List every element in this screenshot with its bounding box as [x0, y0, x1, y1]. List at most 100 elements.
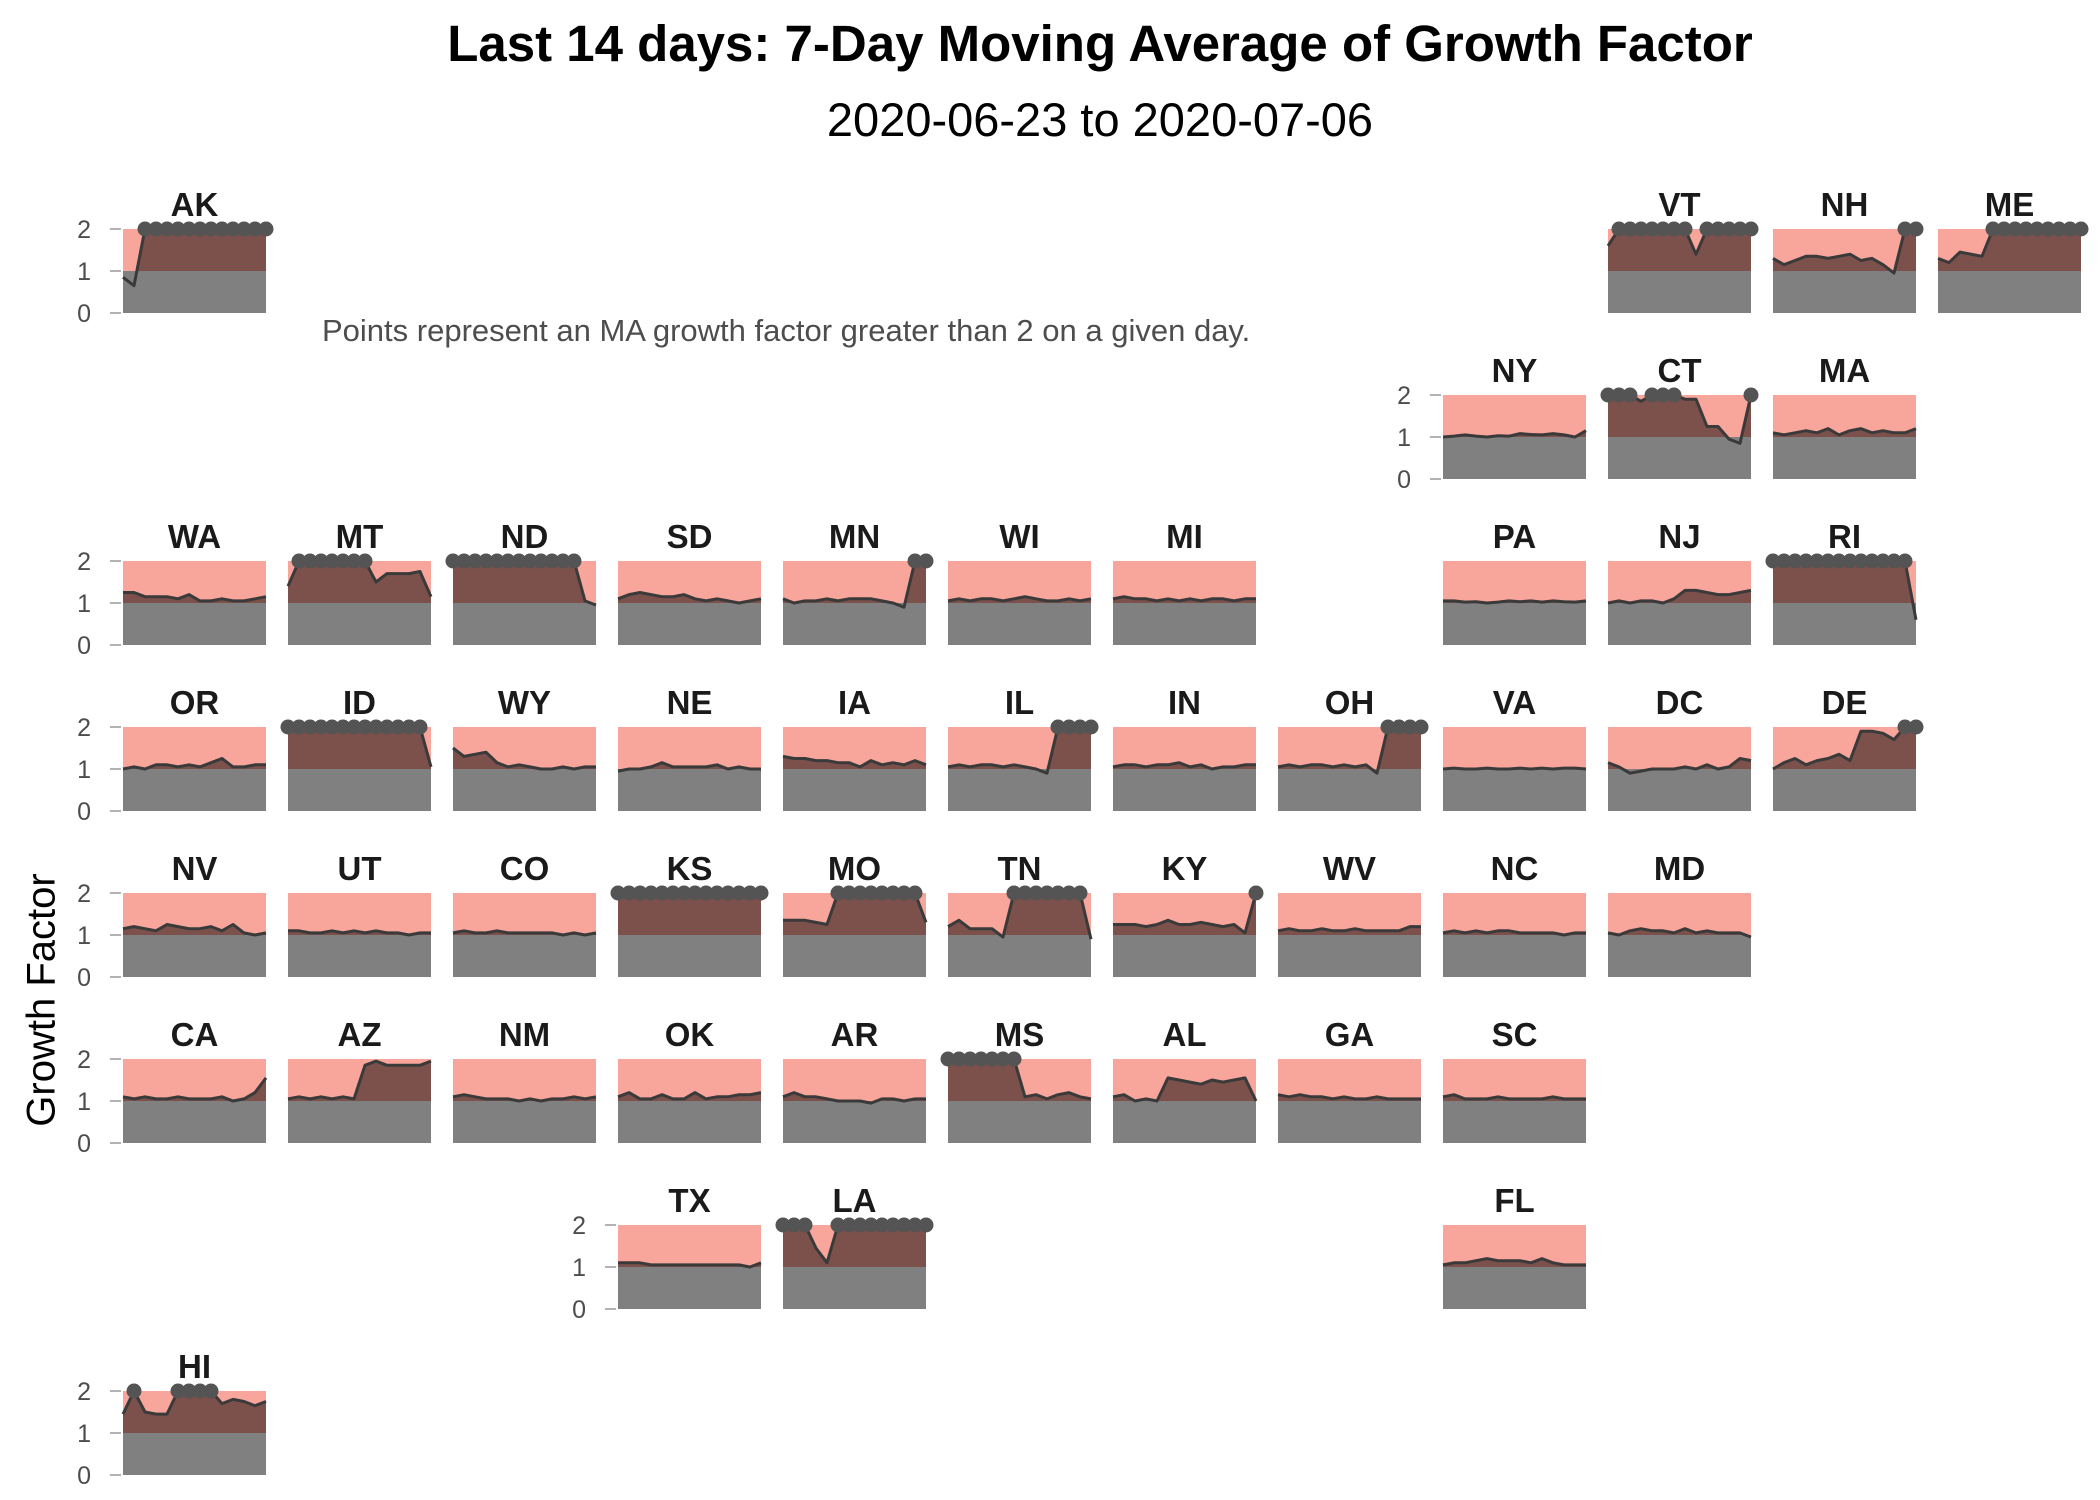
- data-point: [874, 885, 890, 901]
- data-point: [753, 885, 769, 901]
- data-point: [522, 553, 538, 569]
- y-tick-label: 1: [572, 1254, 586, 1282]
- state-panel-mi: MI: [1112, 518, 1256, 645]
- data-point: [1248, 885, 1264, 901]
- data-point: [874, 1217, 890, 1233]
- data-point: [390, 719, 406, 735]
- value-area: [1773, 428, 1916, 437]
- value-line: [1772, 427, 1917, 437]
- y-tick-label: 0: [572, 1296, 586, 1324]
- data-point: [1677, 221, 1693, 237]
- y-tick-label: 2: [77, 880, 91, 908]
- value-line: [1112, 595, 1256, 603]
- data-point: [973, 1051, 989, 1067]
- value-line: [452, 929, 597, 937]
- state-panel-mn: MN: [782, 518, 934, 645]
- data-point: [137, 221, 153, 237]
- lower-band: [1443, 437, 1586, 479]
- state-label: UT: [338, 850, 382, 887]
- state-label: WI: [999, 518, 1039, 555]
- data-point: [1666, 387, 1682, 403]
- data-point: [918, 553, 934, 569]
- data-point: [412, 719, 428, 735]
- value-area: [1773, 229, 1916, 271]
- upper-band: [783, 561, 926, 603]
- state-panel-nd: ND: [445, 518, 597, 645]
- data-point: [192, 221, 208, 237]
- data-point: [720, 885, 736, 901]
- value-line: [452, 746, 596, 771]
- data-point: [1699, 221, 1715, 237]
- state-label: MN: [829, 518, 880, 555]
- state-label: AR: [831, 1016, 879, 1053]
- value-line: [452, 1093, 597, 1103]
- lower-band: [1773, 603, 1916, 645]
- value-line: [122, 923, 267, 937]
- state-panel-nh: NH: [1772, 186, 1924, 313]
- data-point: [841, 1217, 857, 1233]
- state-panel-nm: NM: [452, 1016, 597, 1143]
- data-point: [1897, 719, 1913, 735]
- state-label: WA: [168, 518, 221, 555]
- value-area: [783, 1225, 926, 1267]
- state-panel-sc: SC: [1442, 1016, 1586, 1143]
- value-area: [288, 561, 431, 603]
- data-point: [885, 1217, 901, 1233]
- data-point: [907, 553, 923, 569]
- data-point: [1908, 719, 1924, 735]
- state-panel-il: IL: [947, 684, 1099, 811]
- lower-band: [1773, 437, 1916, 479]
- data-point: [148, 221, 164, 237]
- state-panel-fl: FL: [1442, 1182, 1586, 1309]
- data-point: [467, 553, 483, 569]
- upper-band: [1113, 727, 1256, 769]
- state-label: MT: [336, 518, 384, 555]
- upper-band: [1443, 395, 1586, 437]
- data-point: [863, 885, 879, 901]
- state-label: AL: [1163, 1016, 1207, 1053]
- upper-band: [1443, 727, 1586, 769]
- y-tick-label: 0: [77, 798, 91, 826]
- data-point: [962, 1051, 978, 1067]
- state-label: DE: [1822, 684, 1868, 721]
- lower-band: [123, 935, 266, 977]
- chart-subtitle: 2020-06-23 to 2020-07-06: [826, 93, 1374, 146]
- lower-band: [1443, 769, 1586, 811]
- state-label: NJ: [1658, 518, 1700, 555]
- data-point: [775, 1217, 791, 1233]
- state-label: DC: [1656, 684, 1704, 721]
- state-panel-ct: CT: [1600, 352, 1759, 479]
- lower-band: [618, 1101, 761, 1143]
- state-label: CA: [171, 1016, 219, 1053]
- data-point: [896, 885, 912, 901]
- value-area: [783, 893, 926, 935]
- y-tick-label: 0: [77, 1462, 91, 1490]
- value-area: [948, 727, 1091, 769]
- state-label: KS: [667, 850, 713, 887]
- value-area: [1278, 727, 1421, 769]
- value-area: [1773, 561, 1916, 603]
- state-label: NH: [1821, 186, 1869, 223]
- state-label: CT: [1658, 352, 1702, 389]
- value-area: [948, 893, 1091, 935]
- data-point: [335, 719, 351, 735]
- state-label: WY: [498, 684, 551, 721]
- data-point: [1743, 221, 1759, 237]
- state-label: TN: [998, 850, 1042, 887]
- lower-band: [123, 603, 266, 645]
- y-tick-label: 2: [77, 216, 91, 244]
- data-point: [621, 885, 637, 901]
- data-point: [1864, 553, 1880, 569]
- data-point: [1028, 885, 1044, 901]
- data-point: [225, 221, 241, 237]
- upper-band: [1443, 893, 1586, 935]
- data-point: [1655, 387, 1671, 403]
- y-tick-label: 1: [77, 922, 91, 950]
- value-line: [1442, 429, 1587, 439]
- state-label: VA: [1493, 684, 1536, 721]
- value-line: [617, 761, 761, 773]
- value-area: [783, 756, 926, 769]
- lower-band: [288, 1101, 431, 1143]
- value-line: [1112, 1076, 1258, 1103]
- data-point: [357, 719, 373, 735]
